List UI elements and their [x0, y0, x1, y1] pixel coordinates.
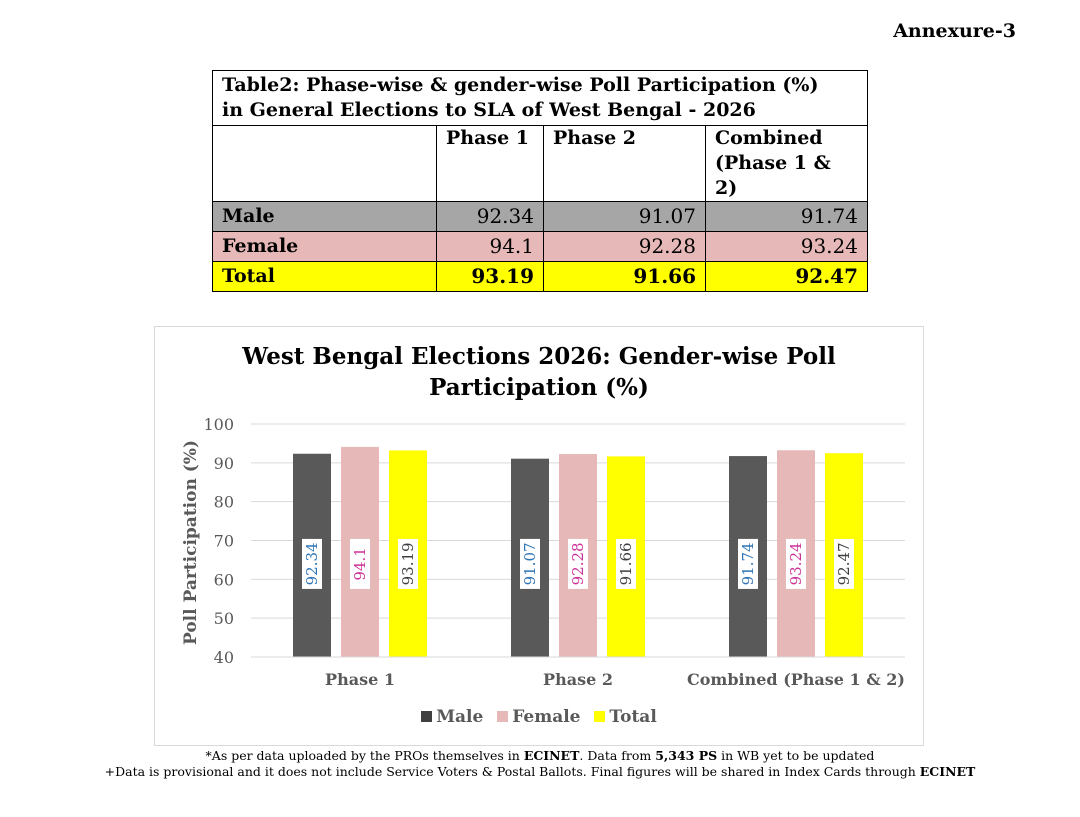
legend-swatch-total — [594, 711, 606, 722]
table-caption-line2: in General Elections to SLA of West Beng… — [222, 99, 756, 121]
poll-participation-table: Table2: Phase-wise & gender-wise Poll Pa… — [212, 70, 868, 292]
legend-label: Total — [609, 707, 657, 727]
y-axis-label: Poll Participation (%) — [181, 440, 201, 645]
cell-value: 94.1 — [436, 231, 544, 262]
row-label: Total — [212, 261, 437, 292]
row-label: Female — [212, 231, 437, 262]
data-label-box — [350, 538, 370, 589]
chart-legend: Male Female Total — [155, 707, 923, 727]
data-label-box — [834, 538, 854, 589]
table-caption-line1: Table2: Phase-wise & gender-wise Poll Pa… — [222, 74, 819, 96]
y-tick-label: 90 — [214, 454, 234, 473]
data-label: 91.07 — [521, 542, 539, 585]
footnote-1-text-a: *As per data uploaded by the PROs themse… — [205, 748, 524, 763]
data-label: 91.74 — [739, 542, 757, 585]
data-label-box — [786, 538, 806, 589]
legend-swatch-male — [421, 711, 433, 722]
cell-value: 92.28 — [543, 231, 706, 262]
y-tick-label: 70 — [214, 532, 234, 551]
x-tick-label: Phase 2 — [543, 670, 613, 689]
x-tick-label: Combined (Phase 1 & 2) — [687, 670, 905, 689]
x-tick-label: Phase 1 — [325, 670, 395, 689]
cell-value: 91.07 — [543, 201, 706, 232]
data-label-box — [616, 538, 636, 589]
footnote-1: *As per data uploaded by the PROs themse… — [0, 748, 1080, 763]
data-label: 93.19 — [399, 542, 417, 585]
footnote-2-ecinet: ECINET — [919, 764, 976, 779]
annexure-label: Annexure-3 — [893, 20, 1016, 42]
y-tick-label: 40 — [214, 648, 234, 667]
footnote-1-text-c: . Data from — [579, 748, 656, 763]
legend-label: Male — [436, 707, 484, 727]
footnote-2-text-a: +Data is provisional and it does not inc… — [104, 764, 920, 779]
data-label-box — [520, 538, 540, 589]
poll-participation-chart: West Bengal Elections 2026: Gender-wise … — [154, 326, 924, 746]
data-label: 94.1 — [351, 547, 369, 580]
footnote-1-ps-count: 5,343 PS — [655, 748, 718, 763]
table-header-row: Phase 1 Phase 2 Combined (Phase 1 & 2) — [212, 125, 868, 202]
footnote-1-ecinet: ECINET — [523, 748, 580, 763]
legend-label: Female — [512, 707, 581, 727]
data-label: 92.28 — [569, 542, 587, 585]
footnote-1-text-e: in WB yet to be updated — [717, 748, 875, 763]
header-cell-combined: Combined (Phase 1 & 2) — [705, 125, 868, 202]
data-label-box — [738, 538, 758, 589]
cell-value: 91.66 — [543, 261, 706, 292]
y-tick-label: 100 — [203, 415, 234, 434]
table-row-female: Female 94.1 92.28 93.24 — [212, 231, 868, 262]
table-row-male: Male 92.34 91.07 91.74 — [212, 201, 868, 232]
header-cell-blank — [212, 125, 437, 202]
table-row-total: Total 93.19 91.66 92.47 — [212, 261, 868, 292]
legend-item-total: Total — [594, 707, 657, 727]
legend-swatch-female — [497, 711, 509, 722]
header-cell-phase1: Phase 1 — [436, 125, 544, 202]
y-tick-label: 50 — [214, 609, 234, 628]
data-label: 91.66 — [617, 542, 635, 585]
cell-value: 93.24 — [705, 231, 868, 262]
cell-value: 92.34 — [436, 201, 544, 232]
row-label: Male — [212, 201, 437, 232]
table-caption: Table2: Phase-wise & gender-wise Poll Pa… — [212, 70, 868, 126]
data-label: 93.24 — [787, 542, 805, 585]
data-label-box — [568, 538, 588, 589]
chart-title-line1: West Bengal Elections 2026: Gender-wise … — [242, 343, 836, 370]
header-cell-phase2: Phase 2 — [543, 125, 706, 202]
legend-item-female: Female — [497, 707, 580, 727]
data-label: 92.34 — [303, 542, 321, 585]
chart-title-line2: Participation (%) — [429, 374, 649, 401]
legend-item-male: Male — [421, 707, 483, 727]
chart-title: West Bengal Elections 2026: Gender-wise … — [155, 341, 923, 403]
footnote-2: +Data is provisional and it does not inc… — [0, 764, 1080, 779]
y-tick-label: 60 — [214, 570, 234, 589]
data-label-box — [398, 538, 418, 589]
data-label: 92.47 — [835, 542, 853, 585]
data-label-box — [302, 538, 322, 589]
table-caption-row: Table2: Phase-wise & gender-wise Poll Pa… — [212, 70, 868, 126]
cell-value: 92.47 — [705, 261, 868, 292]
cell-value: 91.74 — [705, 201, 868, 232]
cell-value: 93.19 — [436, 261, 544, 292]
y-tick-label: 80 — [214, 493, 234, 512]
